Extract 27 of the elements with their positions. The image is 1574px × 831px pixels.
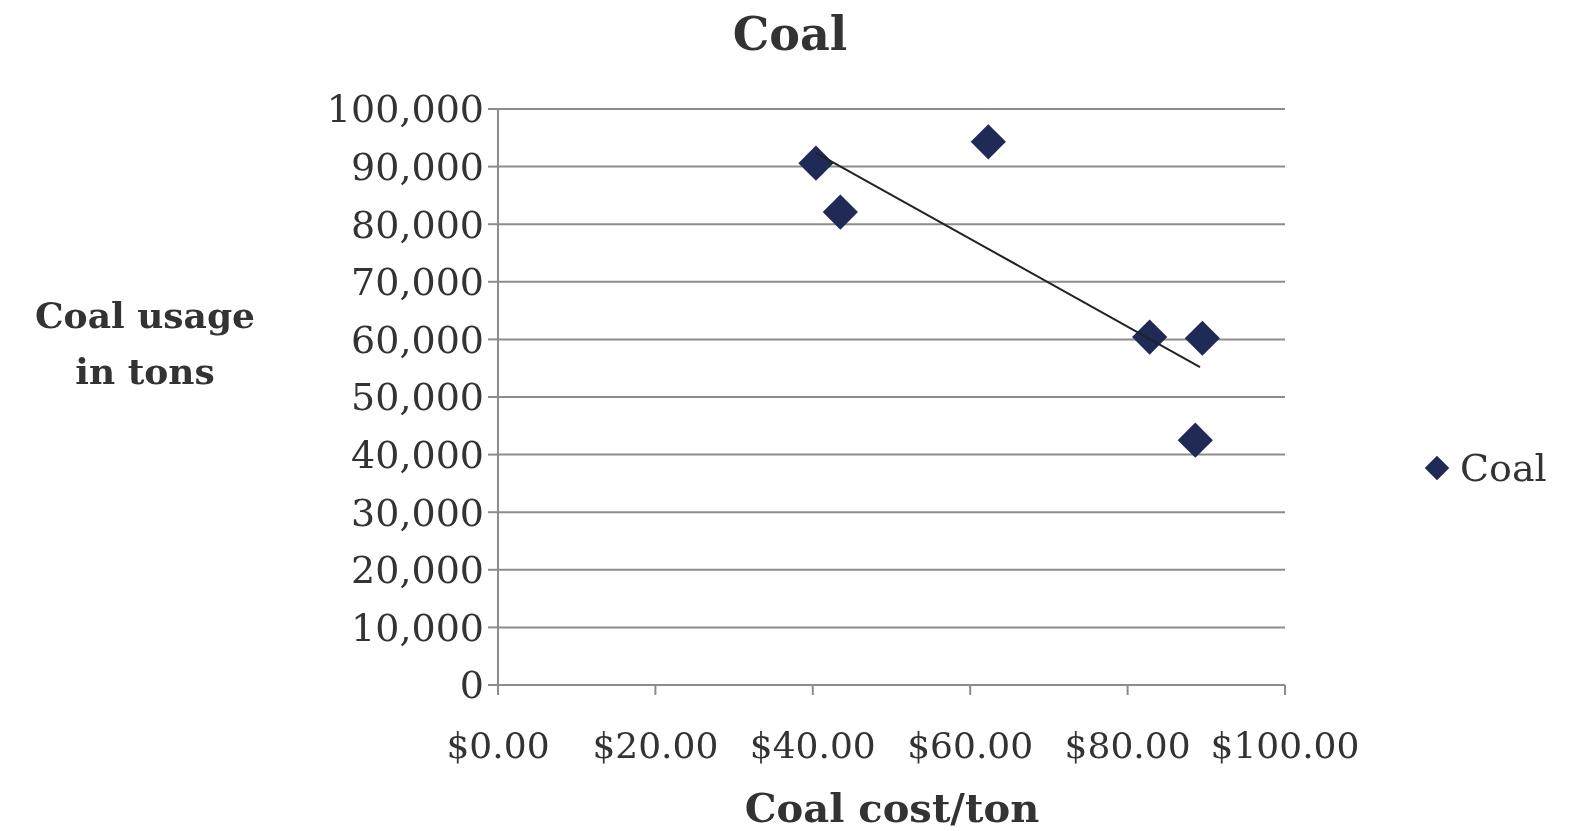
point	[822, 194, 858, 230]
y-tick-label: 20,000	[351, 548, 484, 593]
x-axis-title: Coal cost/ton	[744, 784, 1040, 831]
y-tick-label: 40,000	[351, 432, 484, 477]
y-tick-label: 70,000	[351, 260, 484, 305]
x-tick-label: $20.00	[592, 725, 719, 766]
y-tick-label: 90,000	[351, 144, 484, 189]
x-tick-label: $60.00	[907, 725, 1034, 766]
point	[798, 145, 834, 181]
x-tick-label: $40.00	[749, 725, 876, 766]
point	[970, 124, 1006, 160]
point	[1184, 320, 1220, 356]
chart-title: Coal	[732, 7, 848, 61]
point	[1132, 319, 1168, 355]
x-tick-label: $100.00	[1210, 725, 1360, 766]
y-tick-label: 100,000	[326, 87, 484, 132]
y-tick-label: 10,000	[351, 605, 484, 650]
y-tick-label: 80,000	[351, 202, 484, 247]
x-tick-label: $80.00	[1064, 725, 1191, 766]
y-tick-label: 30,000	[351, 490, 484, 535]
point	[1177, 422, 1213, 458]
y-axis-title: Coal usage in tons	[34, 294, 256, 392]
y-tick-label: 0	[459, 663, 484, 708]
y-tick-label: 50,000	[351, 375, 484, 420]
legend-label: Coal	[1460, 446, 1547, 491]
y-tick-label: 60,000	[351, 317, 484, 362]
x-tick-label: $0.00	[446, 725, 550, 766]
